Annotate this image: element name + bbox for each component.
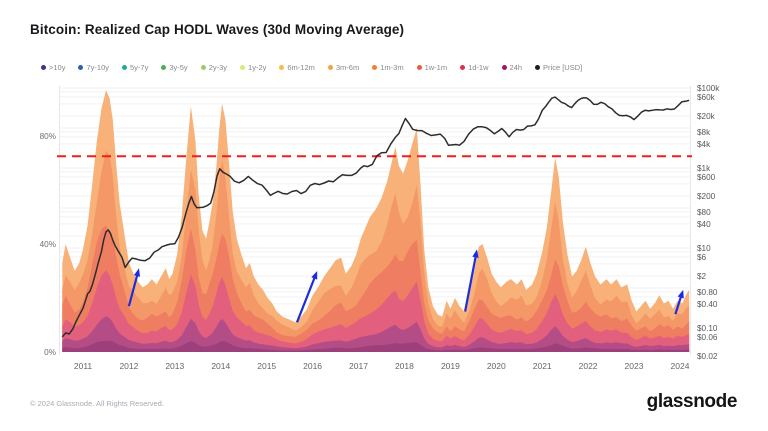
legend-item-1d-1w[interactable]: 1d-1w: [460, 63, 489, 72]
y-right-tick-label: $40: [697, 220, 711, 229]
x-tick-label: 2021: [533, 361, 552, 371]
legend-dot-icon: [372, 65, 378, 70]
band-24h: [62, 340, 690, 352]
y-right-tick-label: $20k: [697, 112, 716, 121]
legend-label: 1w-1m: [424, 63, 448, 72]
x-tick-label: 2011: [74, 361, 93, 371]
legend-item-price-usd-[interactable]: Price [USD]: [535, 63, 582, 72]
legend-item-1w-1m[interactable]: 1w-1m: [416, 63, 448, 72]
annotation-arrow-3: [464, 255, 477, 312]
legend-dot-icon: [200, 65, 206, 70]
legend-item-3m-6m[interactable]: 3m-6m: [327, 63, 360, 72]
legend-label: 1d-1w: [468, 63, 489, 72]
x-tick-label: 2012: [119, 361, 138, 371]
legend-dot-icon: [327, 65, 333, 70]
x-tick-label: 2022: [579, 361, 598, 371]
legend-item-5y-7y[interactable]: 5y-7y: [122, 63, 148, 72]
legend-label: 6m-12m: [287, 63, 315, 72]
y-right-tick-label: $0.80: [697, 288, 718, 297]
y-right-tick-label: $100k: [697, 84, 720, 93]
annotation-arrow-4: [674, 295, 683, 315]
y-right-tick-label: $0.10: [697, 324, 718, 333]
legend-dot-icon: [535, 65, 541, 70]
y-right-tick-label: $60k: [697, 93, 716, 102]
legend-dot-icon: [78, 65, 84, 70]
x-tick-label: 2023: [625, 361, 644, 371]
legend-label: >10y: [49, 63, 66, 72]
y-right-tick-label: $0.02: [697, 352, 718, 361]
legend-item-24h[interactable]: 24h: [501, 63, 523, 72]
annotation-arrowhead-3: [472, 249, 479, 258]
legend-label: 2y-3y: [208, 63, 228, 72]
legend-dot-icon: [279, 65, 285, 70]
plot-area[interactable]: [60, 86, 690, 355]
legend-item-1m-3m[interactable]: 1m-3m: [372, 63, 404, 72]
legend-dot-icon: [240, 65, 246, 70]
price-layer: [61, 96, 690, 338]
y-right-tick-label: $600: [697, 173, 716, 182]
y-right-tick-label: $80: [697, 208, 711, 217]
y-left-tick-label: 80%: [40, 132, 56, 141]
legend-label: Price [USD]: [543, 63, 583, 72]
legend-label: 1m-3m: [380, 63, 404, 72]
legend-item-7y-10y[interactable]: 7y-10y: [78, 63, 109, 72]
y-right-tick-label: $0.06: [697, 333, 718, 342]
legend-label: 5y-7y: [130, 63, 149, 72]
legend-label: 24h: [509, 63, 523, 72]
y-right-tick-label: $0.40: [697, 300, 718, 309]
x-tick-label: 2016: [303, 361, 322, 371]
y-right-tick-label: $10: [697, 244, 711, 253]
legend-dot-icon: [416, 65, 422, 70]
annotation-arrowhead-2: [311, 271, 318, 280]
y-right-tick-label: $1k: [697, 164, 711, 173]
price-line: [61, 96, 690, 338]
y-right-tick-label: $8k: [697, 128, 711, 137]
legend-dot-icon: [122, 65, 127, 70]
legend-label: 1y-2y: [248, 63, 267, 72]
legend-item-6m-12m[interactable]: 6m-12m: [279, 63, 315, 72]
y-left-tick-label: 0%: [44, 348, 56, 357]
y-left-tick-label: 40%: [40, 240, 56, 249]
x-tick-label: 2014: [211, 361, 230, 371]
y-right-tick-label: $6: [697, 253, 707, 262]
copyright-text: © 2024 Glassnode. All Rights Reserved.: [30, 399, 164, 408]
x-tick-label: 2015: [257, 361, 276, 371]
bands-layer: [62, 90, 690, 352]
legend-label: 7y-10y: [86, 63, 109, 72]
legend-item-1y-2y[interactable]: 1y-2y: [240, 63, 266, 72]
legend-item-2y-3y[interactable]: 2y-3y: [200, 63, 228, 72]
annotation-arrow-2: [295, 276, 317, 323]
page-title: Bitcoin: Realized Cap HODL Waves (30d Mo…: [30, 22, 405, 37]
y-right-tick-label: $4k: [697, 140, 711, 149]
legend-label: 3m-6m: [335, 63, 360, 72]
legend-dot-icon: [460, 65, 466, 70]
x-tick-label: 2017: [349, 361, 368, 371]
annotation-arrowhead-4: [677, 289, 684, 299]
x-tick-label: 2018: [395, 361, 414, 371]
x-tick-label: 2020: [487, 361, 506, 371]
legend-item--10y[interactable]: >10y: [41, 63, 65, 72]
legend: >10y 7y-10y 5y-7y 3y-5y 2y-3y 1y-2y 6m-12m 3m-6…: [41, 63, 582, 72]
annotation-arrowhead-1: [133, 268, 140, 277]
x-tick-label: 2024: [671, 361, 690, 371]
legend-item-3y-5y[interactable]: 3y-5y: [161, 63, 188, 72]
y-right-tick-label: $200: [697, 192, 716, 201]
axes-layer: 0% 40% 80% $100k$60k $20k $8k $4k $1k$600 $200 $8…: [40, 84, 721, 371]
x-tick-label: 2019: [441, 361, 460, 371]
legend-dot-icon: [501, 65, 507, 70]
arrows-layer: [127, 249, 684, 323]
y-right-tick-label: $2: [697, 272, 707, 281]
legend-label: 3y-5y: [169, 63, 188, 72]
legend-dot-icon: [41, 65, 46, 70]
annotation-arrow-1: [127, 273, 139, 307]
legend-dot-icon: [161, 65, 167, 70]
x-tick-label: 2013: [165, 361, 184, 371]
glassnode-logo: glassnode: [646, 391, 738, 412]
